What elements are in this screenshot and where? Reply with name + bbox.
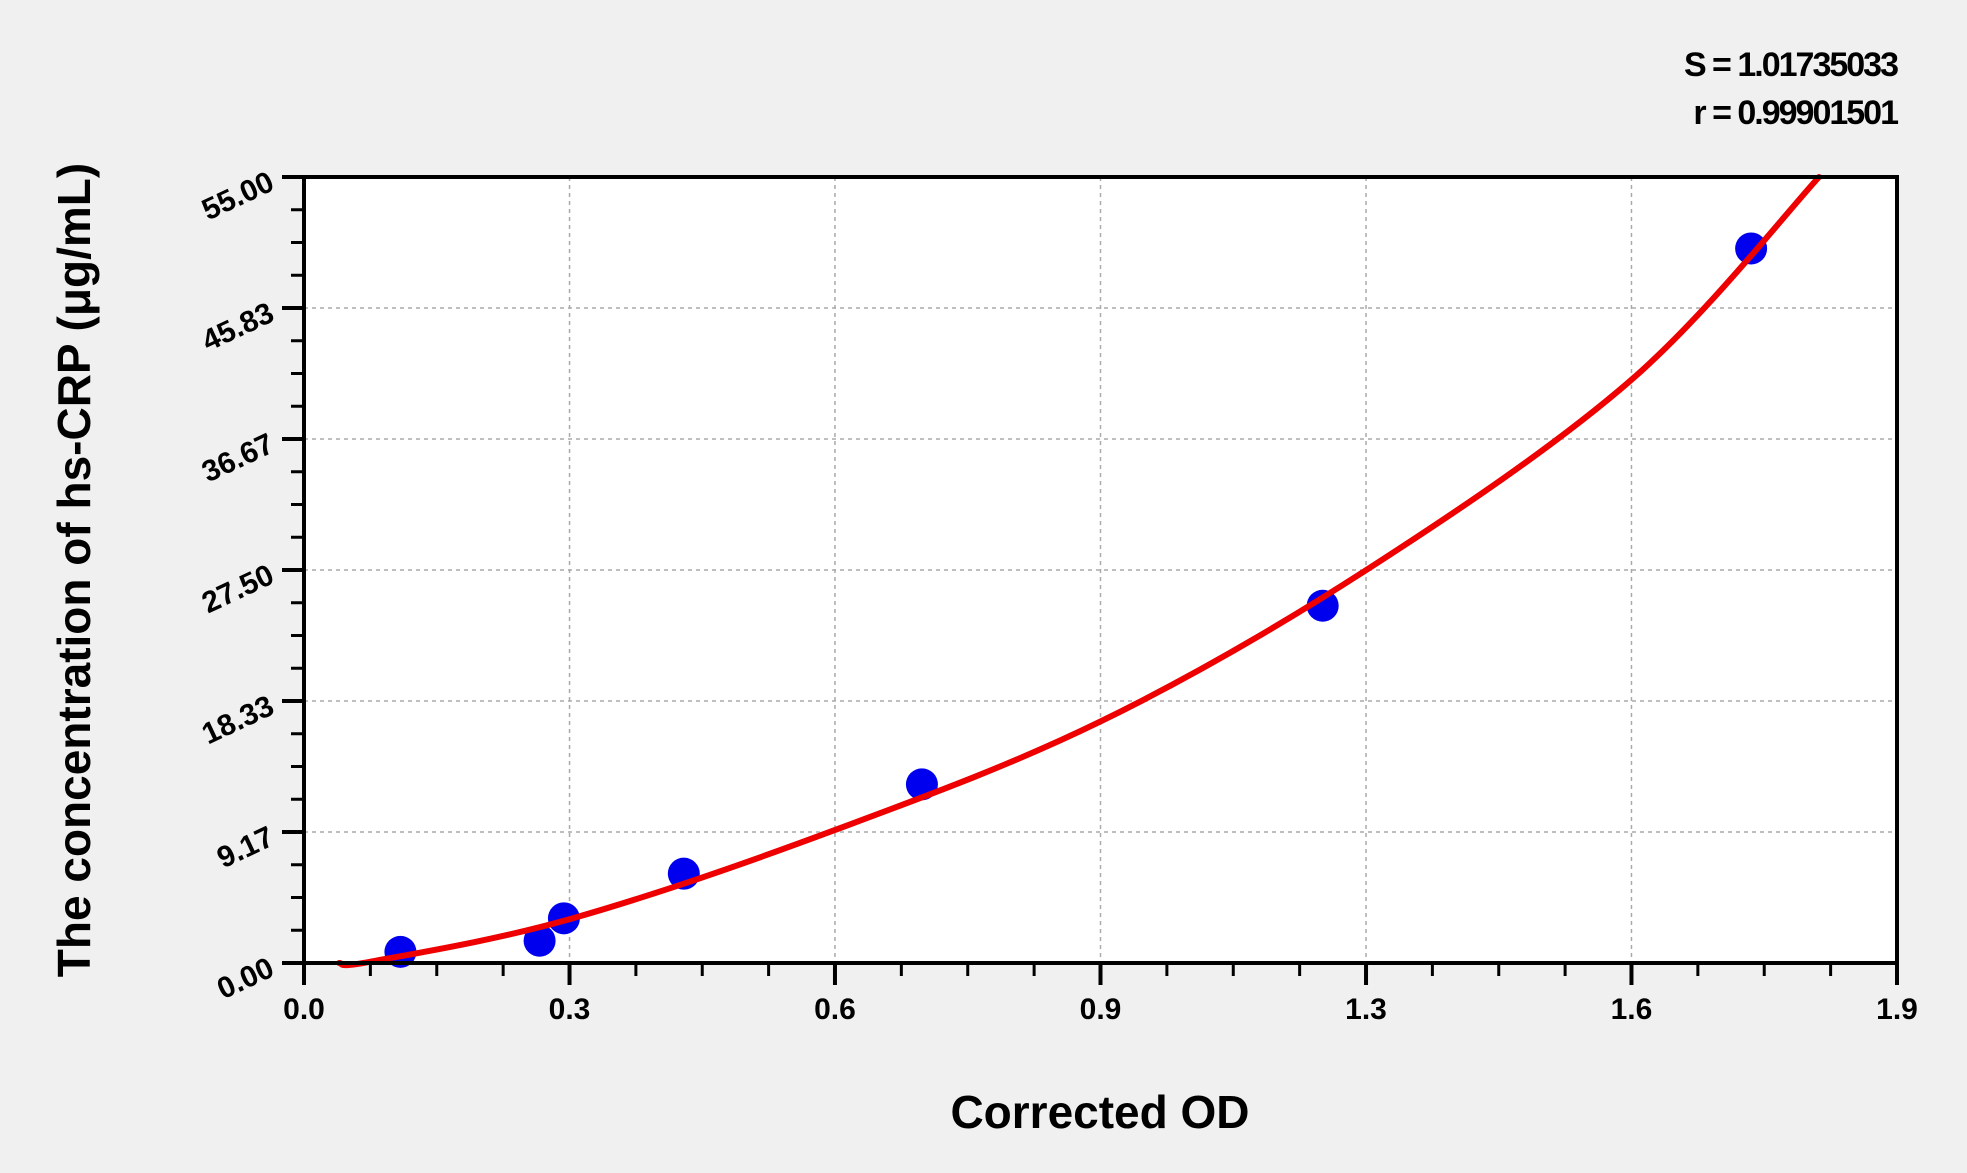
fit-curve-group	[336, 174, 1823, 969]
x-tick-label: 0.3	[549, 993, 591, 1026]
x-tick-label: 1.9	[1876, 993, 1918, 1026]
data-points	[384, 232, 1768, 968]
x-tick-label: 0.0	[283, 993, 325, 1026]
y-tick-label: 18.33	[197, 689, 279, 751]
y-tick-label: 36.67	[197, 427, 279, 489]
y-tick-label: 55.00	[197, 165, 279, 227]
data-point	[1735, 232, 1768, 265]
x-tick-label: 1.3	[1345, 993, 1387, 1026]
annotation-s: S = 1.01735033	[1684, 46, 1898, 84]
y-tick-label: 27.50	[197, 558, 279, 620]
x-tick-label: 1.6	[1611, 993, 1653, 1026]
y-axis-label: The concentration of hs-CRP (μg/mL)	[48, 163, 100, 977]
annotation-r: r = 0.99901501	[1693, 94, 1898, 132]
plot-frame	[302, 175, 1899, 965]
y-tick-label: 9.17	[212, 820, 279, 875]
x-tick-label: 0.9	[1080, 993, 1122, 1026]
x-axis-label: Corrected OD	[950, 1086, 1249, 1138]
y-tick-label: 45.83	[197, 296, 279, 358]
axis-ticks	[282, 175, 1899, 985]
fit-curve	[336, 174, 1823, 969]
y-tick-label: 0.00	[212, 951, 279, 1006]
data-point	[523, 924, 556, 957]
data-point	[1306, 589, 1339, 622]
x-tick-label: 0.6	[814, 993, 856, 1026]
